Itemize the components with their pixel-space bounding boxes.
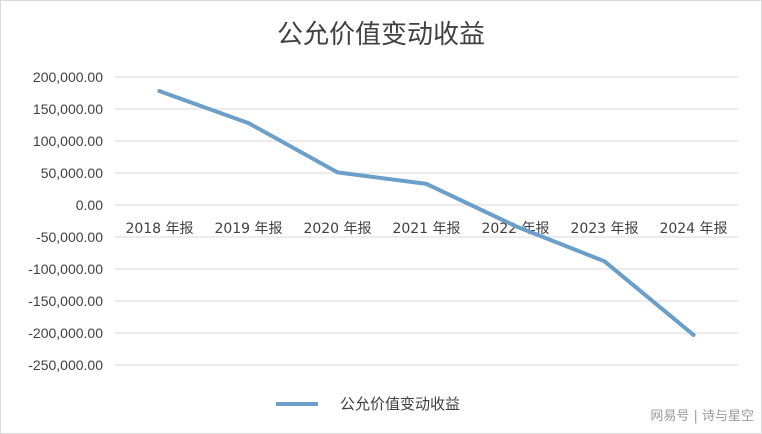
y-tick-label: -100,000.00	[28, 261, 103, 277]
y-tick-label: -200,000.00	[28, 325, 103, 341]
data-point	[335, 170, 340, 175]
x-tick-label: 2021 年报	[392, 221, 460, 237]
y-tick-label: -250,000.00	[28, 357, 103, 373]
y-tick-label: 100,000.00	[33, 133, 103, 149]
y-tick-label: -50,000.00	[36, 229, 103, 245]
data-point	[602, 259, 607, 264]
series-line	[157, 89, 696, 337]
chart-title: 公允价值变动收益	[276, 20, 485, 50]
legend-label: 公允价值变动收益	[340, 395, 461, 413]
y-tick-label: 0.00	[76, 197, 103, 213]
data-point	[513, 224, 518, 229]
data-point	[246, 121, 251, 126]
legend: 公允价值变动收益	[276, 393, 460, 414]
y-tick-label: 50,000.00	[41, 165, 103, 181]
y-tick-label: 150,000.00	[33, 101, 103, 117]
data-point	[157, 89, 162, 94]
x-tick-label: 2024 年报	[659, 221, 727, 237]
y-tick-label: -150,000.00	[28, 293, 103, 309]
watermark: 网易号 | 诗与星空	[650, 409, 754, 424]
x-tick-label: 2018 年报	[125, 221, 193, 237]
legend-swatch	[276, 401, 318, 406]
data-point	[424, 181, 429, 186]
y-tick-label: 200,000.00	[33, 69, 103, 85]
data-point	[691, 332, 696, 337]
x-tick-label: 2020 年报	[303, 221, 371, 237]
x-tick-label: 2019 年报	[214, 221, 282, 237]
x-tick-label: 2023 年报	[570, 221, 638, 237]
